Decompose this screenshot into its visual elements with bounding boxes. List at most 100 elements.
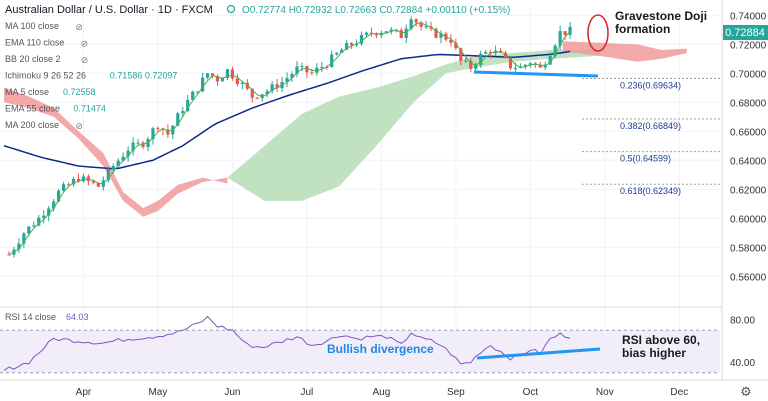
candle-body [240,82,244,84]
cloud-bullish [227,50,600,201]
candle-body [300,66,304,68]
price-tick-label: 0.74000 [730,11,767,22]
candle-body [558,31,562,46]
candle-body [404,28,408,38]
rsi-axis: 80.00 40.00 [730,316,755,369]
candle-body [176,113,180,126]
candle-body [141,142,145,147]
rsi-tick-label: 40.00 [730,358,755,369]
price-tick-label: 0.60000 [730,214,767,225]
candle-body [186,99,190,112]
gravestone-highlight [587,14,609,52]
candle-body [220,77,225,82]
candle-body [270,84,274,92]
price-tag-text: 0.72884 [725,27,765,39]
candle-body [166,129,170,135]
candle-body [86,176,91,182]
candle-body [27,226,31,234]
rsi-band [0,330,720,373]
time-tick-label: Apr [76,387,92,398]
candle-body [57,190,61,202]
time-tick-label: Dec [670,387,688,398]
indicator-label: MA 100 close [5,21,59,31]
price-tick-label: 0.64000 [730,156,767,167]
candle-body [96,182,100,187]
gear-icon[interactable]: ⚙ [740,384,752,399]
candle-body [285,77,289,82]
candle-body [225,69,230,78]
time-tick-label: May [148,387,167,398]
candle-body [345,43,349,50]
candle-body [330,54,334,67]
candle-body [111,166,115,169]
candle-body [121,156,125,161]
candle-body [335,52,339,55]
time-tick-label: Jun [224,387,240,398]
candle-body [449,39,453,43]
price-axis: 0.56000 0.58000 0.60000 0.62000 0.64000 0.660… [730,11,767,283]
candle-body [513,68,518,70]
ma5-path [8,22,571,256]
time-tick-label: Sep [447,387,465,398]
bullish-divergence-label: Bullish divergence [327,342,434,356]
rsi-tick-label: 80.00 [730,316,755,327]
ema55-path [3,50,571,170]
candle-body [364,32,369,35]
candle-body [563,31,567,35]
chart-title: Australian Dollar / U.S. Dollar · 1D · F… [5,4,213,16]
fib-level-label: 0.382(0.66849) [620,121,681,131]
candle-body [469,60,473,69]
candle-body [424,26,428,28]
indicator-legend: MA 100 close ⊘ EMA 110 close ⊘ BB 20 close 2… [5,21,177,131]
price-tag-box [723,25,768,40]
annotations: Gravestone Doji formation [473,9,707,78]
candle-body [374,33,379,36]
candle-body [196,91,200,93]
candle-body [116,160,120,167]
indicator-value: 0.71586 0.72097 [110,71,178,81]
candle-body [201,77,205,92]
price-support-line [473,70,599,78]
candle-body [275,84,279,89]
candle-body [66,184,71,186]
candle-body [136,142,140,144]
gravestone-label-line2: formation [615,22,670,36]
candle-body [52,201,56,209]
rsi-label: RSI 14 close [5,312,56,322]
price-tick-label: 0.62000 [730,185,767,196]
candle-body [76,178,81,182]
candle-body [389,29,393,32]
legend: Australian Dollar / U.S. Dollar · 1D · F… [5,4,510,16]
candle-body [384,31,388,33]
candle-body [106,168,110,181]
candle-body [126,150,130,157]
candle-body [414,19,418,23]
eye-off-icon: ⊘ [81,55,89,65]
time-axis: Apr May Jun Jul Aug Sep Oct Nov Dec [76,387,689,398]
candle-body [61,184,66,191]
indicator-label: MA 200 close [5,120,59,130]
ema55-line [3,50,571,170]
candle-body [37,217,41,226]
candle-body [434,28,438,38]
fib-level-label: 0.5(0.64599) [620,154,671,164]
time-tick-label: Jul [300,387,313,398]
candle-body [47,208,51,216]
last-price-tag: 0.72884 [723,25,768,40]
candle-body [409,19,413,29]
ichimoku-cloud [4,41,687,217]
candle-body [528,63,532,65]
market-status-icon [226,4,236,14]
price-tick-label: 0.68000 [730,98,767,109]
candle-body [484,51,488,54]
fibonacci-levels: 0.236(0.69634) 0.382(0.66849) 0.5(0.64599)… [582,78,720,196]
eye-off-icon: ⊘ [75,121,83,131]
candle-body [454,42,458,49]
candle-body [71,178,76,185]
candle-body [359,34,364,44]
eye-off-icon: ⊘ [75,22,83,32]
price-tick-label: 0.66000 [730,127,767,138]
candle-body [464,60,468,62]
candle-body [419,22,423,27]
